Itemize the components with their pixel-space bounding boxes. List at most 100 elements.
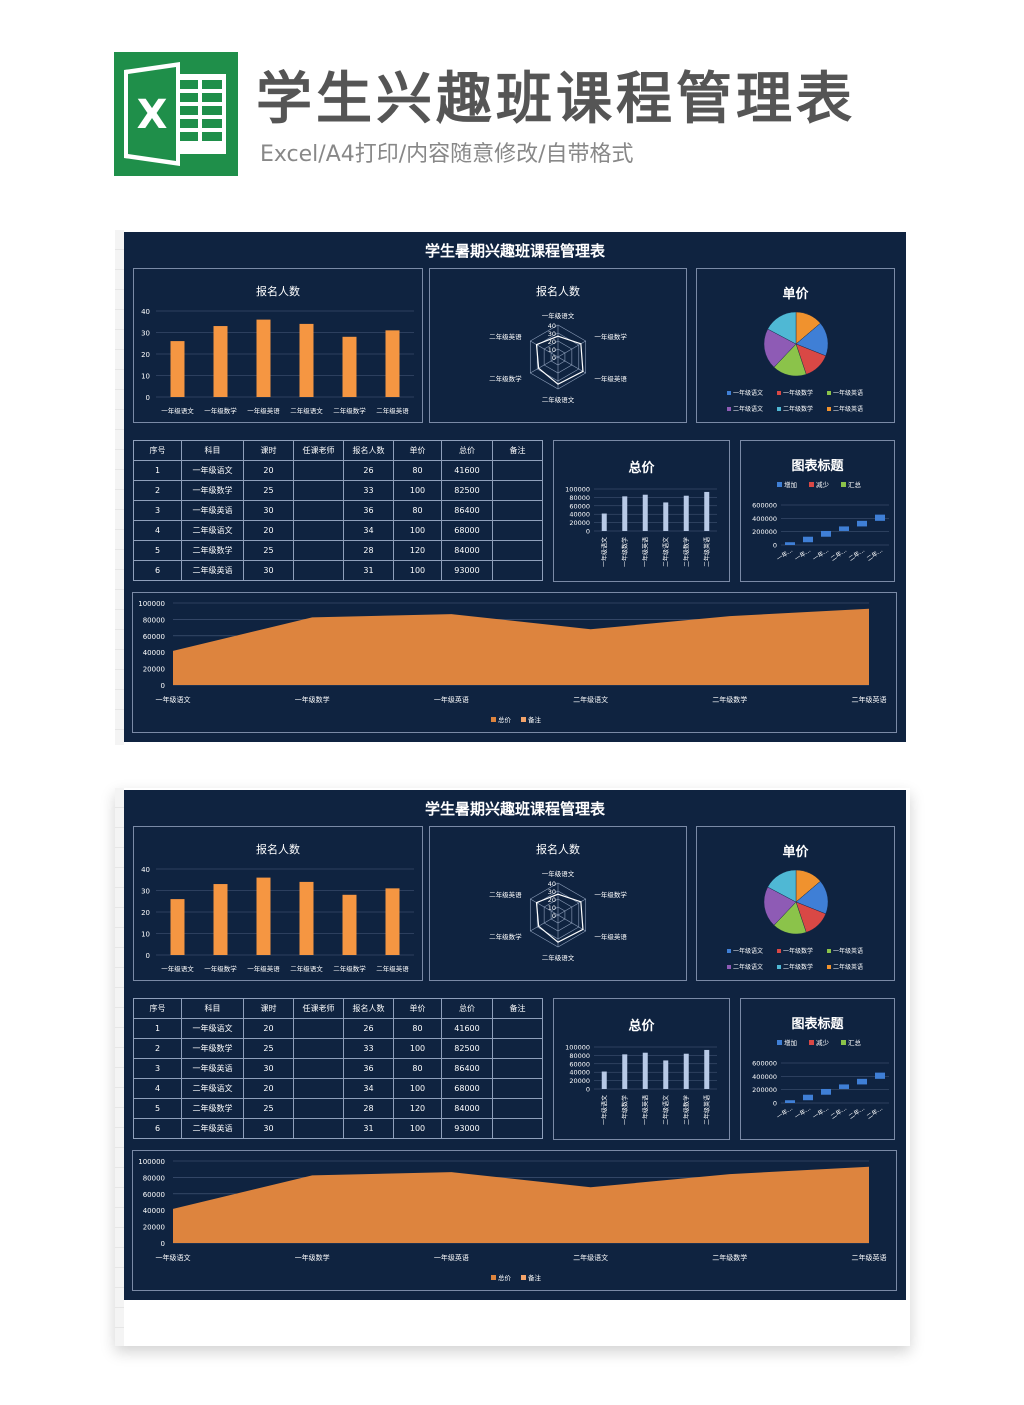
column-ytick-label: 40000: [569, 511, 590, 519]
area-xtick-label: 二年级英语: [852, 1253, 887, 1262]
enroll-bar: [299, 881, 314, 955]
table-cell: 一年级英语: [181, 500, 244, 521]
enroll-bar-chart: 0 10 20 30 40 一年级语文 一年级数学 一年级英语 二年级语文 二年级数学 二年级英语: [141, 866, 414, 973]
column-xtick-label: 一年级语文: [600, 537, 608, 567]
waterfall-legend-label: 汇总: [848, 1038, 862, 1047]
radar-spoke: [530, 914, 559, 932]
sheet-gridlines: [115, 230, 124, 745]
pie-legend-label: 二年级英语: [833, 405, 863, 413]
area-legend-swatch: [491, 1275, 496, 1280]
waterfall-legend-swatch: [841, 482, 846, 487]
table-cell: 30: [243, 1118, 294, 1139]
table-cell: 26: [343, 460, 394, 481]
table-header-cell: 报名人数: [343, 440, 394, 461]
table-cell: 120: [393, 540, 442, 561]
waterfall-panel: 图表标题 增加 减少 汇总 0 200000 400000 600000 一年... 一年...…: [740, 440, 895, 582]
table-header-cell: 科目: [181, 440, 244, 461]
table-cell: 30: [243, 1058, 294, 1079]
table-cell: [492, 1058, 543, 1079]
waterfall-xtick-label: 一年...: [775, 1104, 794, 1121]
column-xtick-label: 二年级语文: [662, 537, 670, 567]
area-xtick-label: 一年级英语: [434, 1253, 469, 1262]
pie-legend-swatch: [727, 407, 731, 411]
waterfall-bar: [785, 1100, 795, 1103]
table-cell: 二年级数学: [181, 540, 244, 561]
waterfall-xtick-label: 一年...: [793, 1104, 812, 1121]
total-column: [622, 1054, 628, 1089]
table-cell: 二年级数学: [181, 1098, 244, 1119]
table-cell: 一年级语文: [181, 1018, 244, 1039]
bar-ytick-label: 10: [141, 373, 150, 381]
pie-legend-label: 二年级语文: [733, 963, 763, 971]
table-header-row: 序号 科目 课时 任课老师 报名人数 单价 总价 备注: [133, 998, 543, 1019]
area-ytick-label: 40000: [143, 1207, 165, 1215]
waterfall-title: 图表标题: [791, 1017, 844, 1032]
pie-slice: [763, 328, 797, 368]
table-cell: [492, 520, 543, 541]
page-header: X 学生兴趣班课程管理表 Excel/A4打印/内容随意修改/自带格式: [0, 0, 1024, 200]
waterfall-xtick-label: 二年...: [847, 1104, 866, 1121]
enroll-bar: [256, 877, 271, 955]
table-cell: [293, 540, 344, 561]
pie-legend-swatch: [777, 391, 781, 395]
pie-slice: [763, 886, 797, 926]
radar-axis-label: 二年级英语: [489, 332, 522, 341]
waterfall-bar: [839, 526, 849, 531]
area-ytick-label: 0: [161, 682, 165, 690]
table-cell: 36: [343, 500, 394, 521]
logo-letter: X: [137, 92, 168, 138]
table-header-cell: 任课老师: [293, 440, 344, 461]
table-cell: [492, 540, 543, 561]
area-xtick-label: 二年级数学: [712, 1253, 747, 1262]
enroll-radar-panel: 报名人数 一年级语文 一年级数学 一年级英语 二年级语文 二年级数学 二年级英语 0 10 20…: [429, 826, 687, 981]
table-cell: [293, 1078, 344, 1099]
price-pie-panel: 单价 一年级语文 一年级数学 一年级英语 二年级语文 二年级数学 二年级英语: [696, 268, 895, 423]
bar-ytick-label: 0: [146, 952, 150, 960]
waterfall-legend-label: 减少: [816, 1038, 830, 1047]
radar-axis-label: 一年级数学: [594, 332, 627, 341]
table-cell: 2: [133, 1038, 182, 1059]
table-cell: [293, 1018, 344, 1039]
area-xtick-label: 二年级数学: [712, 695, 747, 704]
table-header-cell: 备注: [492, 998, 543, 1019]
price-pie-panel: 单价 一年级语文 一年级数学 一年级英语 二年级语文 二年级数学 二年级英语: [696, 826, 895, 981]
enroll-bar-panel: 报名人数 0 10 20 30 40 一年级语文 一年级数学 一年级英语 二年级语文 二年级数学 二…: [133, 826, 423, 981]
table-cell: 68000: [441, 520, 493, 541]
table-header-cell: 备注: [492, 440, 543, 461]
total-area-chart: 0 20000 40000 60000 80000 100000 一年级语文 一年级数学 一年级…: [138, 600, 886, 724]
table-row: 1 一年级语文 20 26 80 41600: [133, 460, 543, 481]
table-cell: [293, 520, 344, 541]
area-legend-swatch: [521, 717, 526, 722]
table-cell: [293, 1058, 344, 1079]
waterfall-ytick-label: 200000: [752, 1086, 777, 1094]
radar-spoke: [557, 914, 586, 932]
area-legend-label: 总价: [498, 715, 512, 724]
area-ytick-label: 40000: [143, 649, 165, 657]
column-ytick-label: 40000: [569, 1069, 590, 1077]
table-cell: [293, 1098, 344, 1119]
waterfall-xtick-label: 一年...: [775, 546, 794, 563]
radar-spoke: [530, 898, 559, 916]
table-cell: 41600: [441, 1018, 493, 1039]
area-ytick-label: 60000: [143, 1191, 165, 1199]
area-ytick-label: 100000: [138, 1158, 165, 1166]
table-cell: [492, 1038, 543, 1059]
waterfall-xtick-label: 一年...: [811, 1104, 830, 1121]
total-column: [642, 494, 648, 531]
radar-axis-label: 二年级语文: [542, 395, 575, 404]
bar-xtick-label: 一年级数学: [204, 964, 237, 973]
radar-axis-label: 二年级英语: [489, 890, 522, 899]
bar-ytick-label: 10: [141, 931, 150, 939]
table-cell: 34: [343, 520, 394, 541]
total-column: [622, 496, 628, 531]
table-cell: [293, 460, 344, 481]
radar-tick-label: 40: [548, 880, 556, 888]
enroll-bar: [342, 894, 357, 955]
table-cell: 93000: [441, 560, 493, 581]
column-ytick-label: 60000: [569, 502, 590, 510]
bar-xtick-label: 一年级英语: [247, 406, 280, 415]
enroll-radar-panel: 报名人数 一年级语文 一年级数学 一年级英语 二年级语文 二年级数学 二年级英语 0 10 20…: [429, 268, 687, 423]
course-table: 序号 科目 课时 任课老师 报名人数 单价 总价 备注 1 一年级语文 20 26 80 41600 2 一…: [133, 998, 543, 1139]
table-cell: 31: [343, 560, 394, 581]
